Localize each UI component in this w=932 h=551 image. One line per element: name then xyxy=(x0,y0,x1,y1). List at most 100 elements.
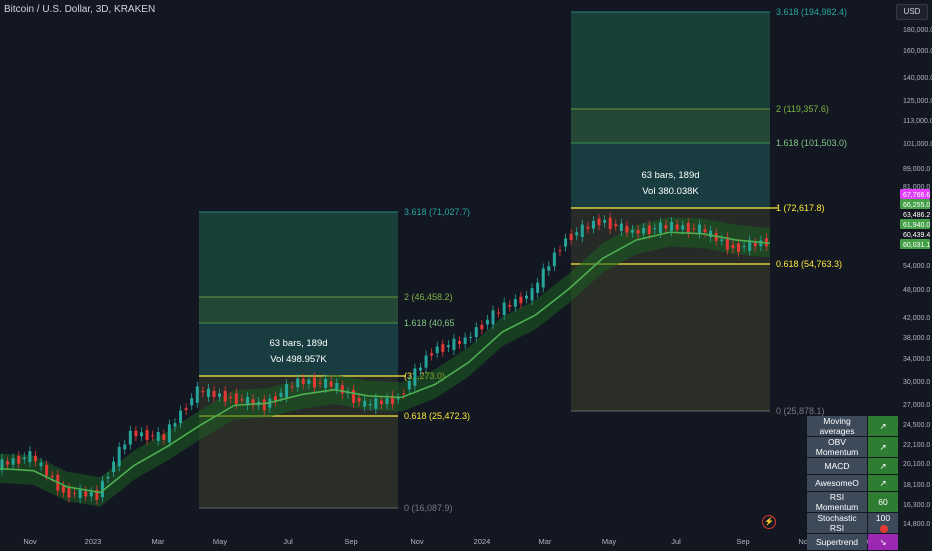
fib-extension-left: 3.618 (71,027.7) 2 (46,458.2) 1.618 (40,65… xyxy=(199,207,470,513)
candle-body xyxy=(151,435,155,437)
y-tick-label: 180,000.0 xyxy=(903,27,932,34)
indicator-row: OBV Momentum ↗ xyxy=(807,437,898,457)
price-tag-label: 60,439.4 xyxy=(903,232,930,239)
fib-zone-mid xyxy=(571,109,770,143)
price-tag-box xyxy=(900,239,930,249)
y-tick-label: 34,000.0 xyxy=(903,356,930,363)
y-tick-label: 20,100.0 xyxy=(903,461,930,468)
fib-level-label: 0.618 (25,472.3) xyxy=(404,411,470,421)
candle-body xyxy=(6,461,10,465)
candle-body xyxy=(17,455,21,464)
tradingview-logo-icon: ⚡ xyxy=(762,515,776,529)
y-tick-label: 54,000.0 xyxy=(903,263,930,270)
indicator-row: AwesomeO ↗ xyxy=(807,475,898,491)
candle-body xyxy=(407,381,411,390)
candle-body xyxy=(418,367,422,371)
y-tick-label: 24,500.0 xyxy=(903,422,930,429)
price-tag-label: 61,940.0 xyxy=(903,222,930,229)
candle-body xyxy=(686,223,690,233)
candle-body xyxy=(619,223,623,231)
candle-body xyxy=(653,228,657,230)
y-tick-label: 48,000.0 xyxy=(903,287,930,294)
candle-body xyxy=(458,341,462,344)
fib-info-volume: Vol 380.038K xyxy=(642,186,699,197)
candle-body xyxy=(709,230,713,238)
candle-body xyxy=(446,345,450,348)
y-tick-label: 101,000.0 xyxy=(903,141,932,148)
price-tag: 60,031.1 xyxy=(900,239,930,249)
price-tag: 67,766.6 xyxy=(900,189,930,199)
candle-body xyxy=(251,399,255,406)
candle-body xyxy=(642,227,646,234)
fib-zone-bottom xyxy=(571,264,770,411)
candle-body xyxy=(285,384,289,398)
candle-body xyxy=(290,386,294,388)
fib-level-label: 1 (72,617.8) xyxy=(776,203,825,213)
candle-body xyxy=(123,444,127,450)
candle-body xyxy=(28,451,32,463)
candle-body xyxy=(279,392,283,397)
x-tick-label: May xyxy=(213,537,227,546)
fib-level-label: 0 (16,087.9) xyxy=(404,503,453,513)
candle-body xyxy=(39,462,43,467)
candle-body xyxy=(301,378,305,384)
indicator-row: MACD ↗ xyxy=(807,458,898,474)
currency-selector[interactable]: USD xyxy=(896,4,928,20)
indicator-value: 60 xyxy=(868,492,898,512)
x-tick-label: Jul xyxy=(283,537,293,546)
candle-body xyxy=(106,476,110,479)
fib-info-volume: Vol 498.957K xyxy=(270,354,327,365)
price-tag-box xyxy=(900,209,930,219)
x-tick-label: Nov xyxy=(23,537,37,546)
candle-body xyxy=(335,382,339,390)
candle-body xyxy=(262,399,266,411)
candle-body xyxy=(329,381,333,387)
x-tick-label: 2023 xyxy=(85,537,102,546)
indicator-label: AwesomeO xyxy=(807,475,867,491)
fib-level-label: 0.618 (54,763.3) xyxy=(776,259,842,269)
y-tick-label: 38,000.0 xyxy=(903,335,930,342)
candle-body xyxy=(273,396,277,402)
price-tag-box xyxy=(900,199,930,209)
indicator-row: RSI Momentum 60 xyxy=(807,492,898,512)
indicator-value: 100 xyxy=(868,513,898,533)
fib-zone-lower xyxy=(571,143,770,208)
y-tick-label: 81,000.0 xyxy=(903,184,930,191)
candle-body xyxy=(469,336,473,338)
indicator-row: Moving averages ↗ xyxy=(807,416,898,436)
y-tick-label: 14,800.0 xyxy=(903,521,930,528)
indicator-label: OBV Momentum xyxy=(807,437,867,457)
indicator-label: MACD xyxy=(807,458,867,474)
candle-body xyxy=(145,429,149,441)
indicator-label: Moving averages xyxy=(807,416,867,436)
trend-cloud xyxy=(0,217,770,507)
candle-body xyxy=(692,228,696,230)
x-tick-label: Nov xyxy=(410,537,424,546)
candle-body xyxy=(156,432,160,441)
indicator-label: Stochastic RSI xyxy=(807,513,867,533)
candle-body xyxy=(463,337,467,344)
candle-body xyxy=(452,338,456,350)
price-tag-label: 63,486.2 xyxy=(903,212,930,219)
x-tick-label: Mar xyxy=(539,537,552,546)
x-tick-label: Sep xyxy=(344,537,357,546)
fib-level-label: 1.618 (101,503.0) xyxy=(776,138,847,148)
candle-body xyxy=(697,224,701,234)
x-tick-label: 2024 xyxy=(474,537,491,546)
candle-body xyxy=(167,424,171,443)
y-tick-label: 22,100.0 xyxy=(903,442,930,449)
candle-body xyxy=(530,288,534,301)
candle-body xyxy=(737,243,741,252)
candle-body xyxy=(100,480,104,498)
candle-body xyxy=(67,487,71,498)
indicator-value: ↗ xyxy=(868,458,898,474)
candle-body xyxy=(218,393,222,397)
candle-body xyxy=(519,296,523,304)
price-tag: 63,486.2 xyxy=(900,209,930,219)
price-tag: 66,255.0 xyxy=(900,199,930,209)
candle-body xyxy=(564,238,568,247)
candle-body xyxy=(759,240,763,247)
candle-body xyxy=(173,423,177,427)
